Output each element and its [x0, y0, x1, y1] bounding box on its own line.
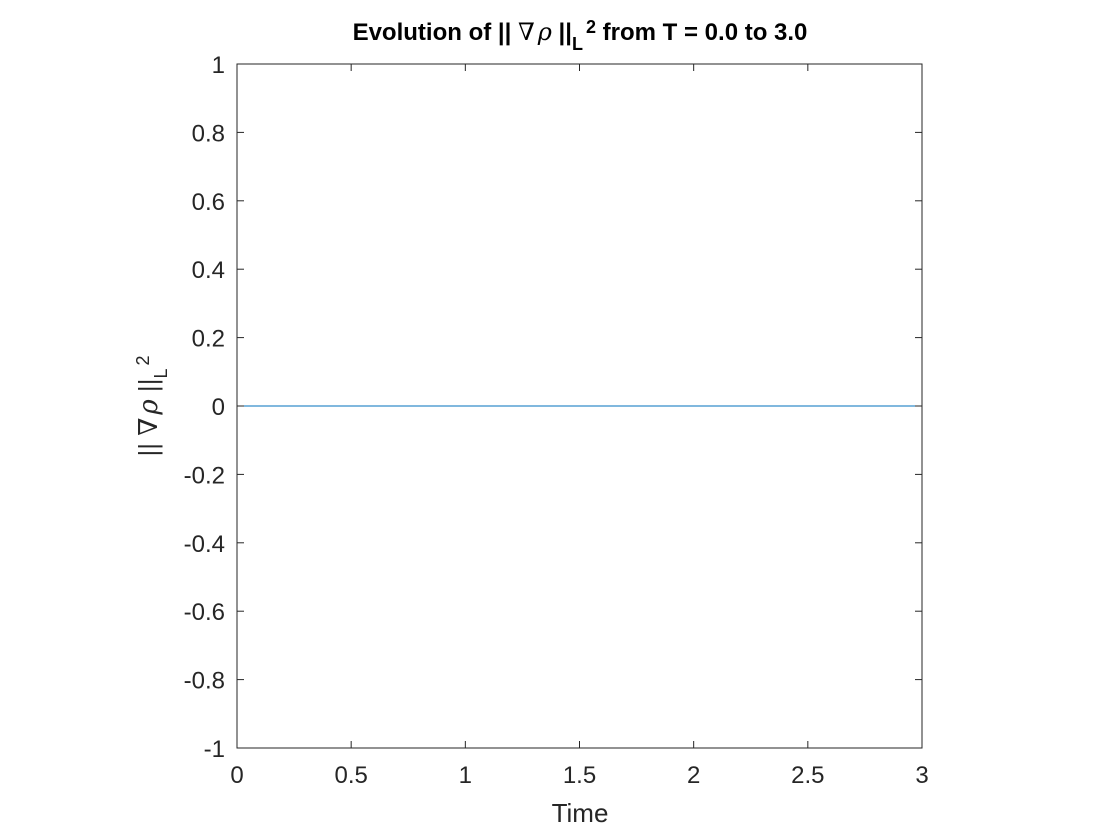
title-prefix: Evolution of: [353, 19, 498, 46]
x-axis-label: Time: [552, 798, 609, 828]
y-tick-label: 0: [212, 394, 225, 421]
x-tick-label: 3: [915, 762, 928, 789]
y-tick-label: -0.4: [184, 531, 225, 558]
x-tick-label: 2.5: [791, 762, 824, 789]
ylabel-superscript: 2: [133, 356, 153, 366]
x-tick-label: 2: [687, 762, 700, 789]
y-tick-label: -0.6: [184, 599, 225, 626]
ylabel-norm-open: ||: [133, 443, 163, 457]
ylabel-norm-close: ||: [133, 379, 163, 393]
title-norm-close: ||: [559, 19, 572, 46]
y-tick-label: -1: [204, 736, 225, 763]
ylabel-nabla: ∇: [134, 418, 164, 436]
ylabel-subscript: L: [151, 369, 171, 379]
y-tick-label: 0.8: [192, 120, 225, 147]
x-tick-label: 1: [459, 762, 472, 789]
x-ticks: 0 0.5 1 1.5 2 2.5 3: [230, 64, 929, 789]
axes-box: [236, 63, 923, 749]
x-tick-label: 0.5: [334, 762, 367, 789]
axes: 0 0.5 1 1.5 2 2.5 3 -1-0.8-0.6-0.4-0.200.20.40…: [184, 52, 929, 789]
y-tick-label: 0.6: [192, 189, 225, 216]
y-axis-label: || ∇ρ ||L2: [133, 356, 171, 457]
y-tick-label: 0.2: [192, 326, 225, 353]
title-nabla: ∇: [518, 18, 535, 46]
chart-title: Evolution of || ∇ ρ ||L2 from T = 0.0 to …: [353, 17, 808, 54]
title-norm-open: ||: [498, 19, 511, 46]
y-tick-label: -0.2: [184, 462, 225, 489]
title-superscript: 2: [586, 17, 596, 37]
y-tick-label: 0.4: [192, 257, 225, 284]
x-tick-label: 0: [230, 762, 243, 789]
y-tick-label: -0.8: [184, 668, 225, 695]
ylabel-rho: ρ: [134, 399, 164, 416]
title-suffix: from T = 0.0 to 3.0: [596, 19, 807, 46]
y-ticks: -1 -0.8 -0.6 -0.4 -0.2 0 0.2 0.4 0.6 0.8 1: [184, 52, 922, 763]
x-tick-label: 1.5: [563, 762, 596, 789]
title-rho: ρ: [537, 18, 552, 46]
y-tick-label: 1: [212, 52, 225, 79]
title-subscript: L: [572, 34, 583, 54]
